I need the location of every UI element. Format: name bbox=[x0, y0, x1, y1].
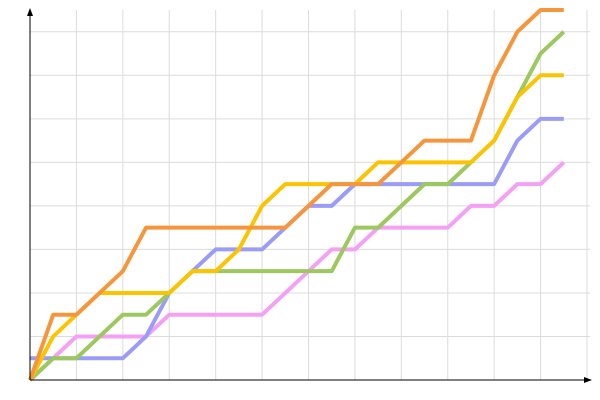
lines bbox=[28, 8, 566, 382]
series-line bbox=[28, 160, 566, 382]
series-line bbox=[30, 116, 564, 361]
series-line bbox=[28, 73, 564, 381]
series-line bbox=[28, 8, 564, 381]
